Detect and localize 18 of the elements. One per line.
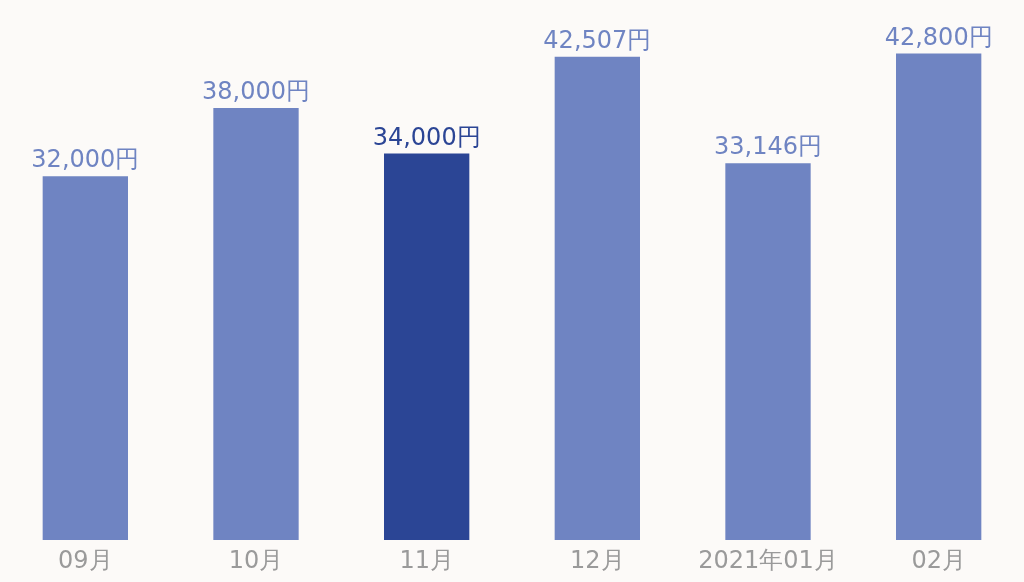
data-label: 32,000円 bbox=[31, 145, 140, 174]
bar bbox=[554, 56, 640, 540]
bar bbox=[896, 53, 982, 540]
x-tick-label: 09月 bbox=[58, 545, 113, 574]
bar bbox=[725, 163, 811, 540]
x-tick-label: 02月 bbox=[911, 545, 966, 574]
x-tick-label: 10月 bbox=[228, 545, 284, 574]
data-label: 42,507円 bbox=[543, 25, 652, 54]
data-label: 42,800円 bbox=[884, 22, 993, 51]
bar bbox=[384, 153, 470, 540]
bar bbox=[213, 108, 299, 540]
x-tick-label: 12月 bbox=[570, 545, 625, 574]
data-label: 38,000円 bbox=[202, 77, 310, 106]
data-label: 33,146円 bbox=[714, 132, 822, 161]
bar bbox=[42, 176, 128, 540]
data-label: 34,000円 bbox=[372, 122, 481, 151]
x-tick-label: 11月 bbox=[399, 545, 454, 574]
x-tick-label: 2021年01月 bbox=[698, 545, 838, 574]
